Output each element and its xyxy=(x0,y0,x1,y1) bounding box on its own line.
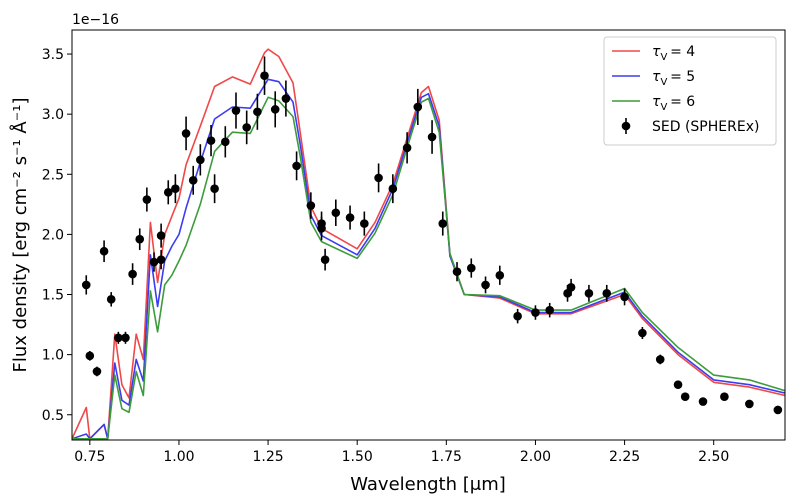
sed-point-40 xyxy=(438,219,448,228)
legend-label-sed: SED (SPHEREx) xyxy=(652,119,759,135)
y-tick-label-6: 3.5 xyxy=(42,47,64,63)
sed-point-41 xyxy=(452,267,462,276)
sed-point-3 xyxy=(99,246,109,256)
sed-point-10 xyxy=(149,257,159,267)
sed-point-25 xyxy=(270,105,280,114)
sed-point-49 xyxy=(566,283,576,292)
sed-point-34 xyxy=(360,219,369,228)
x-tick-label-5: 2.00 xyxy=(520,449,551,465)
sed-point-0 xyxy=(81,280,91,290)
sed-point-31 xyxy=(320,255,330,264)
legend-label-0: τV = 4 xyxy=(652,44,695,63)
y-axis-label: Flux density [erg cm⁻² s⁻¹ Å⁻¹] xyxy=(9,98,31,373)
x-tick-label-1: 1.00 xyxy=(163,449,194,465)
y-tick-label-2: 1.5 xyxy=(42,288,64,304)
sed-point-28 xyxy=(306,201,316,210)
sed-point-45 xyxy=(513,311,522,321)
sed-point-50 xyxy=(584,289,594,298)
series-line-tau-4 xyxy=(72,48,785,440)
sed-point-19 xyxy=(210,184,219,194)
sed-point-16 xyxy=(188,175,198,185)
sed-point-18 xyxy=(206,136,216,145)
sed-point-56 xyxy=(680,392,690,402)
legend-label-1: τV = 5 xyxy=(652,69,695,88)
y-tick-label-0: 0.5 xyxy=(42,408,64,424)
y-axis-ticks: 0.5 1.0 1.5 2.0 2.5 3.0 3.5 xyxy=(42,47,72,424)
sed-point-38 xyxy=(413,102,423,112)
sed-point-43 xyxy=(481,280,490,290)
sed-point-14 xyxy=(171,184,180,194)
sed-point-17 xyxy=(196,155,205,165)
y-tick-label-5: 3.0 xyxy=(42,107,64,123)
sed-point-60 xyxy=(773,405,783,415)
sed-point-55 xyxy=(673,380,683,389)
sed-point-23 xyxy=(253,107,262,117)
sed-point-7 xyxy=(128,269,137,279)
sed-point-24 xyxy=(260,71,269,80)
sed-point-15 xyxy=(181,129,191,138)
sed-point-11 xyxy=(156,255,166,264)
x-tick-label-6: 2.25 xyxy=(609,449,640,465)
sed-point-8 xyxy=(135,234,145,244)
sed-point-53 xyxy=(638,328,647,338)
sed-point-26 xyxy=(281,94,291,103)
sed-point-47 xyxy=(545,305,555,315)
sed-point-21 xyxy=(231,106,241,115)
sed-point-57 xyxy=(698,397,708,406)
sed-point-39 xyxy=(427,132,437,142)
scatter-layer xyxy=(81,56,783,415)
sed-point-13 xyxy=(163,188,173,197)
sed-point-22 xyxy=(242,123,251,132)
sed-point-44 xyxy=(495,270,505,280)
sed-point-58 xyxy=(720,392,729,402)
sed-point-33 xyxy=(345,213,355,222)
sed-point-30 xyxy=(317,224,326,233)
y-offset-label: 1e−16 xyxy=(72,12,119,28)
sed-point-59 xyxy=(745,399,754,409)
sed-point-9 xyxy=(142,195,152,204)
y-tick-label-3: 2.0 xyxy=(42,227,64,243)
sed-point-12 xyxy=(156,231,166,240)
sed-point-20 xyxy=(220,137,230,147)
legend-label-2: τV = 6 xyxy=(652,94,695,113)
legend: τV = 4 τV = 5 τV = 6 SED (SPHEREx) xyxy=(603,36,777,146)
y-tick-label-4: 2.5 xyxy=(42,167,64,183)
sed-point-46 xyxy=(531,308,540,317)
x-axis-label: Wavelength [μm] xyxy=(350,474,506,495)
sed-point-27 xyxy=(292,161,301,171)
sed-point-5 xyxy=(114,333,123,343)
y-tick-label-1: 1.0 xyxy=(42,348,64,364)
x-tick-label-7: 2.50 xyxy=(698,449,729,465)
sed-point-52 xyxy=(620,292,629,302)
sed-point-32 xyxy=(331,208,341,218)
x-axis-ticks: 0.75 1.00 1.25 1.50 1.75 2.00 2.25 2.50 xyxy=(74,440,729,465)
plot-frame xyxy=(71,29,786,441)
x-tick-label-2: 1.25 xyxy=(252,449,283,465)
sed-point-36 xyxy=(388,184,398,194)
legend-box xyxy=(603,36,777,146)
x-tick-label-4: 1.75 xyxy=(431,449,462,465)
sed-point-6 xyxy=(121,333,130,343)
sed-point-42 xyxy=(466,263,476,273)
x-tick-label-3: 1.50 xyxy=(342,449,373,465)
sed-point-2 xyxy=(92,367,102,376)
sed-point-37 xyxy=(402,143,412,153)
sed-point-51 xyxy=(602,289,612,298)
sed-point-1 xyxy=(85,351,95,361)
sed-point-4 xyxy=(106,295,116,304)
sed-point-35 xyxy=(374,173,383,183)
sed-point-54 xyxy=(655,355,665,364)
legend-swatch-sed-marker xyxy=(621,121,631,131)
x-tick-label-0: 0.75 xyxy=(74,449,105,465)
